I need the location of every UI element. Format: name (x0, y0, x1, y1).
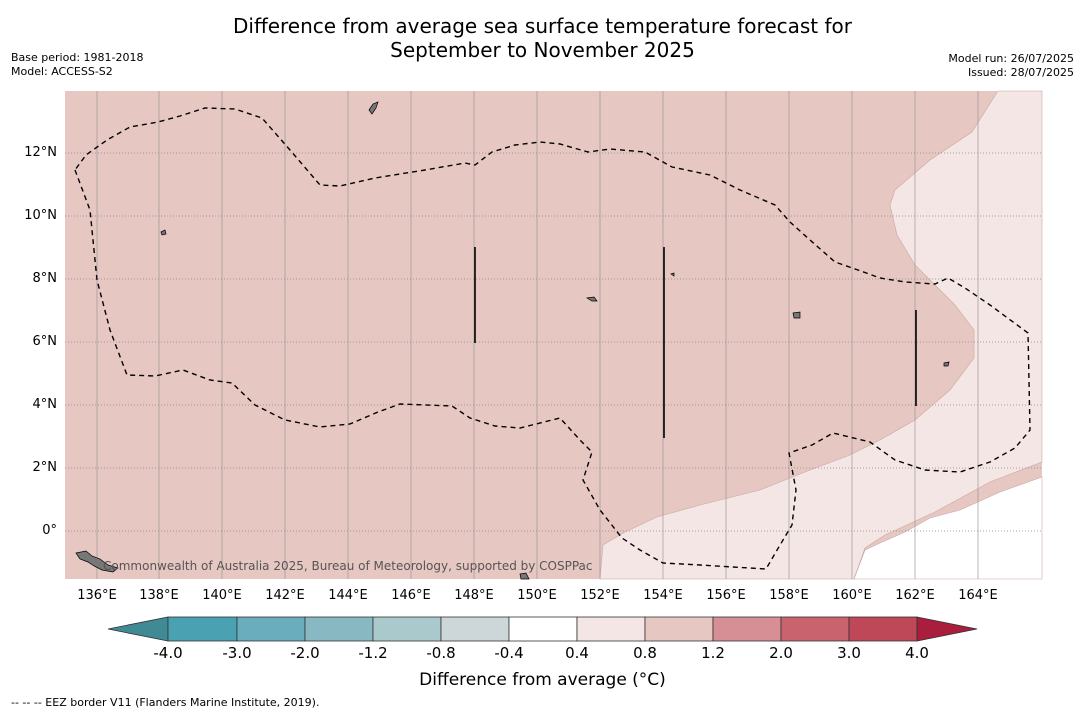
colorbar-bin-2 (236, 616, 306, 642)
x-tick-146: 146°E (391, 588, 431, 603)
title-line-2: September to November 2025 (390, 38, 695, 62)
x-tick-162: 162°E (895, 588, 935, 603)
cb-tick-6: -0.4 (494, 644, 524, 662)
eez-border (74, 107, 1031, 570)
meta-left: Base period: 1981-2018 Model: ACCESS-S2 (11, 51, 143, 79)
cb-tick-4: -1.2 (358, 644, 388, 662)
x-tick-156: 156°E (706, 588, 746, 603)
title-line-1: Difference from average sea surface temp… (232, 14, 852, 38)
model-name: Model: ACCESS-S2 (11, 65, 113, 78)
colorbar-bin-10 (780, 616, 850, 642)
cb-tick-8: 0.8 (633, 644, 657, 662)
meta-right: Model run: 26/07/2025 Issued: 28/07/2025 (948, 52, 1074, 80)
colorbar-bin-7 (576, 616, 646, 642)
y-tick-6n: 6°N (32, 334, 58, 349)
y-tick-8n: 8°N (32, 271, 58, 286)
graticule (96, 91, 979, 579)
colorbar-max-arrow (916, 616, 978, 642)
cb-tick-3: -2.0 (290, 644, 320, 662)
cb-tick-5: -0.8 (426, 644, 456, 662)
x-tick-158: 158°E (769, 588, 809, 603)
cb-tick-10: 2.0 (769, 644, 793, 662)
model-run: Model run: 26/07/2025 (948, 52, 1074, 65)
x-tick-160: 160°E (832, 588, 872, 603)
attribution: Commonwealth of Australia 2025, Bureau o… (103, 559, 593, 573)
colorbar-bin-5 (440, 616, 510, 642)
x-tick-138: 138°E (139, 588, 179, 603)
x-tick-154: 154°E (643, 588, 683, 603)
colorbar-bin-3 (304, 616, 374, 642)
cb-tick-9: 1.2 (701, 644, 725, 662)
x-tick-142: 142°E (265, 588, 305, 603)
colorbar-bin-6 (508, 616, 578, 642)
y-tick-4n: 4°N (32, 397, 58, 412)
x-tick-150: 150°E (517, 588, 557, 603)
colorbar-label: Difference from average (°C) (419, 670, 666, 690)
x-tick-140: 140°E (202, 588, 242, 603)
map-title: Difference from average sea surface temp… (0, 14, 1085, 62)
colorbar (107, 616, 978, 642)
cb-tick-7: 0.4 (565, 644, 589, 662)
base-period: Base period: 1981-2018 (11, 51, 144, 64)
eez-legend-footer: -- -- -- EEZ border V11 (Flanders Marine… (11, 696, 320, 709)
eez-lines (474, 247, 917, 438)
colorbar-bin-4 (372, 616, 442, 642)
y-tick-2n: 2°N (32, 460, 58, 475)
anomaly-neutral-region (853, 476, 1043, 580)
colorbar-bin-1 (167, 616, 238, 642)
x-tick-144: 144°E (328, 588, 368, 603)
graticule-lat (65, 152, 1042, 532)
cb-tick-12: 4.0 (905, 644, 929, 662)
islands (75, 101, 950, 580)
x-tick-152: 152°E (580, 588, 620, 603)
y-tick-12n: 12°N (24, 145, 57, 160)
x-tick-148: 148°E (454, 588, 494, 603)
x-tick-136: 136°E (77, 588, 117, 603)
cb-tick-11: 3.0 (837, 644, 861, 662)
y-tick-10n: 10°N (24, 208, 57, 223)
issued-date: Issued: 28/07/2025 (967, 66, 1074, 79)
cb-tick-1: -4.0 (153, 644, 183, 662)
colorbar-min-arrow (107, 616, 169, 642)
colorbar-bin-9 (712, 616, 782, 642)
cb-tick-2: -3.0 (222, 644, 252, 662)
x-tick-164: 164°E (958, 588, 998, 603)
colorbar-bin-8 (644, 616, 714, 642)
colorbar-bin-11 (848, 616, 918, 642)
y-tick-0: 0° (42, 523, 57, 538)
